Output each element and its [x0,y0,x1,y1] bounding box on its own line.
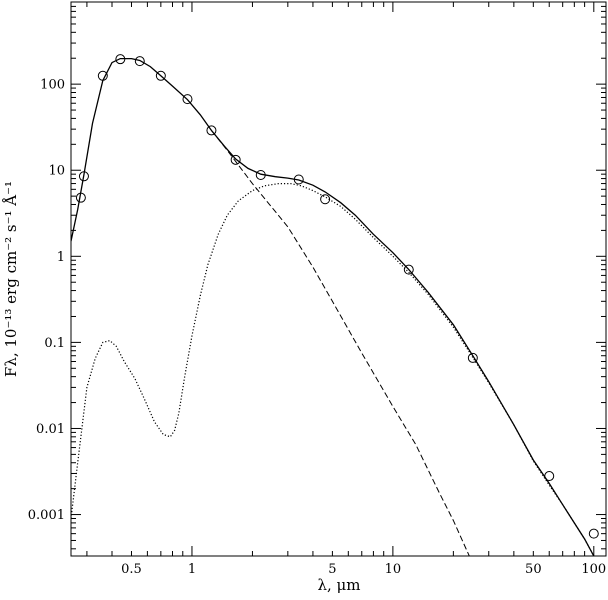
x-axis-label: λ, μm [317,576,360,594]
solid-line-series [71,57,595,556]
dotted-line-series [71,183,595,556]
data-point-marker [403,264,414,275]
data-point-marker [230,154,241,165]
y-tick-label: 0.01 [36,422,65,437]
data-point-marker [467,352,478,363]
data-point-marker [320,194,331,205]
x-tick-label: 5 [328,562,336,577]
x-tick-label: 0.5 [121,562,142,577]
plot-frame [70,1,607,557]
y-tick-label: 0.001 [28,508,65,523]
x-tick-label: 1 [188,562,196,577]
data-point-marker [155,70,166,81]
data-point-marker [182,94,193,105]
data-point-marker [134,56,145,67]
marks-layer [71,54,599,556]
axes-layer: 0.5 1 5 10 50 100 0.001 0.01 0.1 1 10 100 [28,1,607,577]
x-tick-label: 10 [385,562,402,577]
y-tick-label: 10 [48,164,65,179]
x-tick-label: 100 [581,562,606,577]
y-tick-label: 100 [40,78,65,93]
y-tick-label: 0.1 [44,336,65,351]
x-tick-label: 50 [525,562,542,577]
plot-content [71,54,599,556]
y-axis-label: Fλ, 10⁻¹³ erg cm⁻² s⁻¹ Å⁻¹ [2,181,20,377]
data-point-marker [588,528,599,539]
data-point-marker [206,125,217,136]
y-tick-label: 1 [57,250,65,265]
dashed-line-series [211,130,470,556]
